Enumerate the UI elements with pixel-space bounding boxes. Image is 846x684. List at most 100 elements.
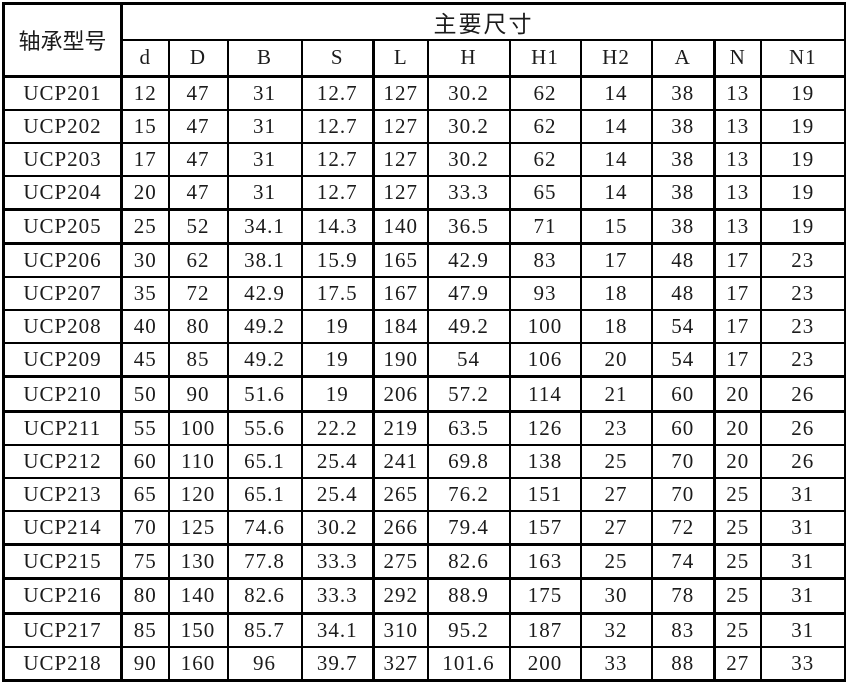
value-cell: 14.3 — [300, 208, 375, 246]
value-cell: 160 — [167, 645, 229, 682]
model-cell: UCP208 — [2, 309, 123, 345]
value-cell: 167 — [372, 276, 429, 312]
value-cell: 138 — [508, 443, 582, 479]
value-cell: 14 — [579, 108, 653, 144]
value-cell: 27 — [579, 476, 653, 512]
model-cell: UCP212 — [2, 443, 123, 479]
value-cell: 72 — [167, 276, 229, 312]
value-cell: 23 — [759, 309, 846, 345]
model-cell: UCP207 — [2, 276, 123, 312]
value-cell: 71 — [508, 208, 582, 246]
value-cell: 82.6 — [426, 543, 511, 581]
value-cell: 47 — [167, 141, 229, 177]
value-cell: 60 — [650, 375, 716, 413]
value-cell: 85 — [167, 342, 229, 379]
value-cell: 33.3 — [426, 174, 511, 211]
table-row: UCP214 70 125 74.6 30.2 266 79.4 157 27 72 25 31 — [2, 509, 846, 547]
value-cell: 31 — [759, 612, 846, 648]
value-cell: 33.3 — [300, 577, 375, 615]
value-cell: 100 — [167, 410, 229, 446]
value-cell: 42.9 — [426, 242, 511, 279]
value-cell: 292 — [372, 577, 429, 615]
value-cell: 40 — [120, 309, 170, 345]
value-cell: 32 — [579, 612, 653, 648]
value-cell: 25 — [120, 208, 170, 246]
value-cell: 151 — [508, 476, 582, 512]
value-cell: 13 — [713, 141, 762, 177]
value-cell: 77.8 — [226, 543, 303, 581]
value-cell: 62 — [508, 141, 582, 177]
value-cell: 15.9 — [300, 242, 375, 279]
value-cell: 18 — [579, 276, 653, 312]
value-cell: 15 — [579, 208, 653, 246]
value-cell: 14 — [579, 141, 653, 177]
value-cell: 25 — [713, 476, 762, 512]
value-cell: 34.1 — [300, 612, 375, 648]
value-cell: 65 — [508, 174, 582, 211]
value-cell: 20 — [579, 342, 653, 379]
header-row-columns: d D B S L H H1 H2 A N N1 — [4, 39, 846, 78]
table-row: UCP216 80 140 82.6 33.3 292 88.9 175 30 78 25 31 — [2, 577, 846, 615]
value-cell: 38 — [650, 174, 716, 211]
value-cell: 25 — [713, 543, 762, 581]
column-header-d: d — [120, 39, 170, 78]
table-row: UCP205 25 52 34.1 14.3 140 36.5 71 15 38 13 19 — [2, 208, 846, 246]
value-cell: 127 — [372, 108, 429, 144]
model-cell: UCP214 — [2, 509, 123, 547]
table-row: UCP209 45 85 49.2 19 190 54 106 20 54 17 23 — [2, 342, 846, 379]
value-cell: 127 — [372, 174, 429, 211]
value-cell: 54 — [650, 342, 716, 379]
value-cell: 70 — [120, 509, 170, 547]
value-cell: 79.4 — [426, 509, 511, 547]
model-cell: UCP218 — [2, 645, 123, 682]
value-cell: 55 — [120, 410, 170, 446]
value-cell: 19 — [759, 75, 846, 111]
value-cell: 85 — [120, 612, 170, 648]
value-cell: 23 — [579, 410, 653, 446]
value-cell: 42.9 — [226, 276, 303, 312]
value-cell: 88 — [650, 645, 716, 682]
value-cell: 13 — [713, 174, 762, 211]
value-cell: 19 — [759, 141, 846, 177]
value-cell: 38 — [650, 108, 716, 144]
table-row: UCP202 15 47 31 12.7 127 30.2 62 14 38 13 19 — [2, 108, 846, 144]
value-cell: 12.7 — [300, 75, 375, 111]
column-header-S: S — [300, 39, 375, 78]
model-cell: UCP213 — [2, 476, 123, 512]
value-cell: 17 — [579, 242, 653, 279]
value-cell: 150 — [167, 612, 229, 648]
value-cell: 39.7 — [300, 645, 375, 682]
value-cell: 19 — [300, 375, 375, 413]
column-header-D: D — [167, 39, 229, 78]
group-header-main-dimensions: 主要尺寸 — [120, 2, 846, 41]
value-cell: 22.2 — [300, 410, 375, 446]
value-cell: 30.2 — [426, 141, 511, 177]
value-cell: 126 — [508, 410, 582, 446]
column-header-L: L — [372, 39, 429, 78]
value-cell: 19 — [759, 208, 846, 246]
column-header-A: A — [650, 39, 716, 78]
value-cell: 106 — [508, 342, 582, 379]
value-cell: 20 — [713, 443, 762, 479]
value-cell: 49.2 — [226, 309, 303, 345]
value-cell: 25 — [713, 577, 762, 615]
table-row: UCP217 85 150 85.7 34.1 310 95.2 187 32 83 25 31 — [2, 612, 846, 648]
value-cell: 23 — [759, 242, 846, 279]
value-cell: 25 — [713, 612, 762, 648]
value-cell: 45 — [120, 342, 170, 379]
value-cell: 30 — [120, 242, 170, 279]
column-header-N1: N1 — [759, 39, 846, 78]
value-cell: 33 — [759, 645, 846, 682]
model-cell: UCP202 — [2, 108, 123, 144]
value-cell: 76.2 — [426, 476, 511, 512]
value-cell: 114 — [508, 375, 582, 413]
value-cell: 75 — [120, 543, 170, 581]
value-cell: 88.9 — [426, 577, 511, 615]
value-cell: 25 — [579, 443, 653, 479]
value-cell: 72 — [650, 509, 716, 547]
column-header-H2: H2 — [579, 39, 653, 78]
value-cell: 54 — [426, 342, 511, 379]
value-cell: 165 — [372, 242, 429, 279]
table-row: UCP211 55 100 55.6 22.2 219 63.5 126 23 60 20 26 — [2, 410, 846, 446]
